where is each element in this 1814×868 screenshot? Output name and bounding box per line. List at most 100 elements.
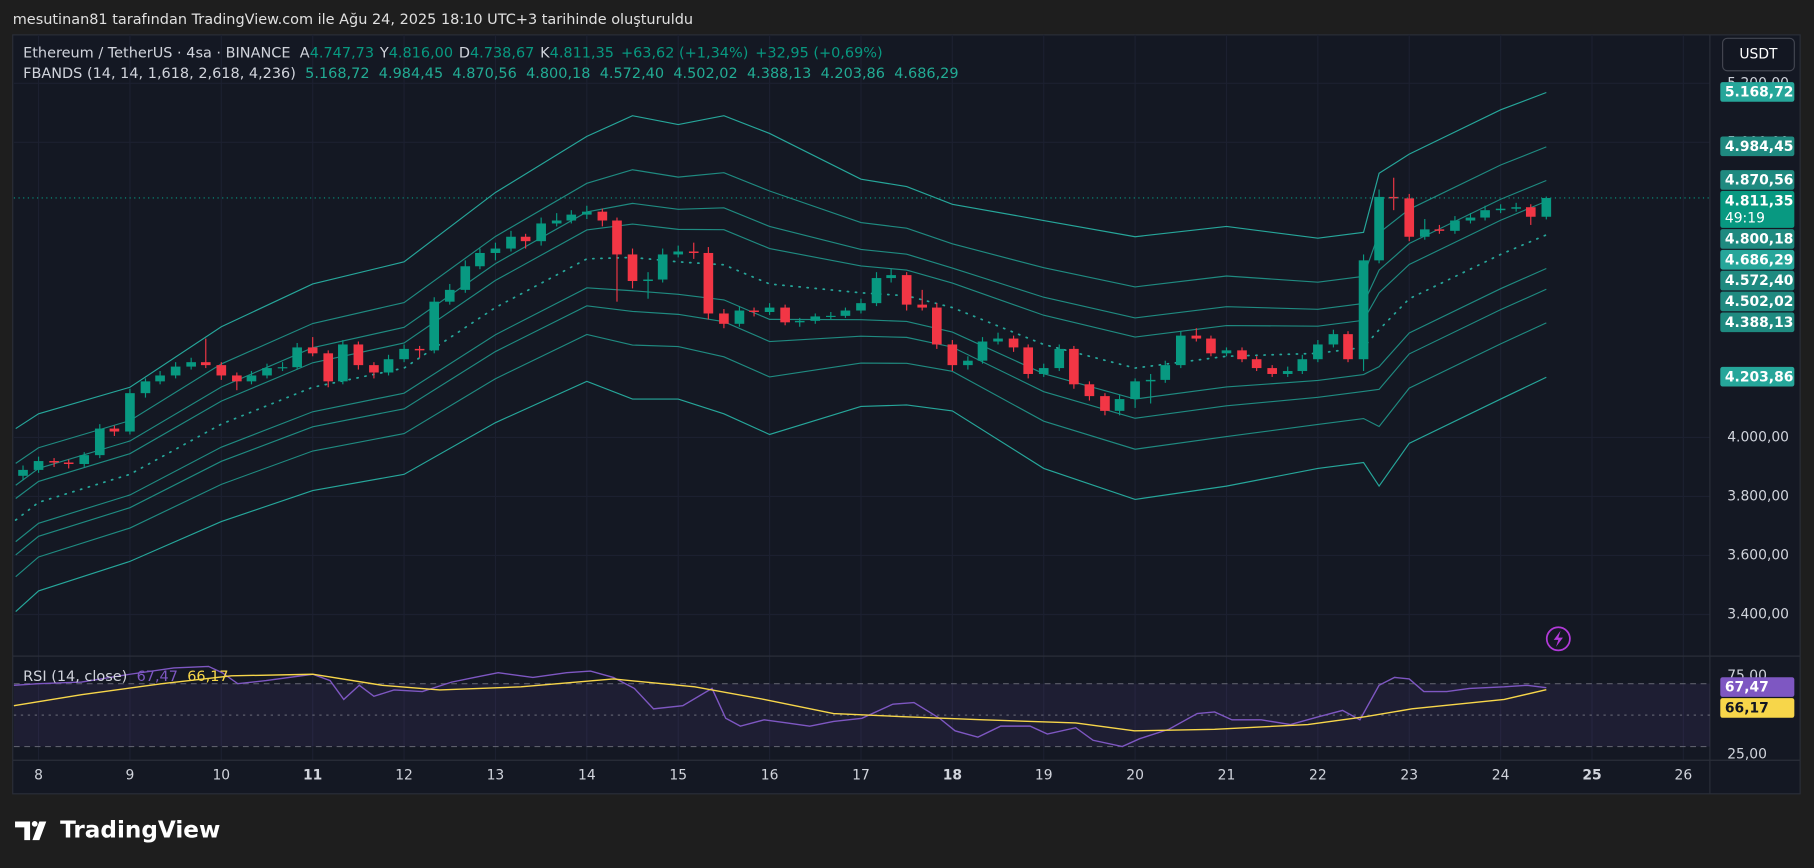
x-tick-label: 11 [303, 767, 322, 783]
currency-label[interactable]: USDT [1739, 47, 1778, 63]
ohlc-value: 4.738,67 [470, 45, 534, 61]
rsi-legend: RSI (14, close) 67,47 66,17 [23, 669, 228, 685]
price-badge [1720, 249, 1795, 270]
currency-button[interactable] [1722, 37, 1795, 72]
indicator-value: 4.388,13 [747, 66, 811, 82]
x-tick-label: 8 [34, 767, 43, 783]
candle-body [79, 455, 90, 464]
candle-body [734, 310, 745, 324]
logo-shape [32, 821, 47, 841]
x-tick-label: 21 [1218, 767, 1236, 783]
candle-body [232, 375, 242, 382]
candle-body [1114, 399, 1125, 411]
candle-body [506, 236, 516, 249]
candle-body [1008, 338, 1019, 348]
candle-body [353, 344, 364, 366]
x-tick-label: 25 [1582, 767, 1601, 783]
candle-body [1054, 348, 1065, 369]
logo-dot [31, 820, 38, 827]
candle-body [1480, 210, 1490, 218]
price-badge [1720, 312, 1795, 333]
candle-body [200, 362, 211, 366]
alert-icon[interactable] [1545, 626, 1571, 652]
symbol-legend: Ethereum / TetherUS · 4sa · BINANCE A4.74… [23, 45, 883, 61]
band-line [15, 288, 1547, 556]
candle-body [993, 338, 1003, 342]
price-badge-label: 67,47 [1725, 680, 1769, 696]
candle-body [871, 278, 882, 304]
x-tick-label: 26 [1675, 767, 1693, 783]
indicator-value: 4.800,18 [526, 66, 590, 82]
price-badge [1720, 136, 1795, 157]
ohlc-key: D [459, 45, 470, 61]
candle-body [292, 347, 302, 368]
x-tick-label: 22 [1309, 767, 1327, 783]
candle-body [582, 211, 592, 215]
candle-body [856, 303, 866, 311]
ohlc-value: 4.747,73 [310, 45, 374, 61]
candle-body [1313, 344, 1323, 360]
candle-body [551, 220, 562, 224]
candle-body [810, 316, 821, 321]
candle-body [780, 307, 790, 323]
candle-body [1525, 207, 1536, 217]
candle-body [109, 428, 120, 432]
y-tick-label: 4.000,00 [1727, 429, 1789, 445]
candle-body [1374, 196, 1384, 261]
candle-body [33, 461, 44, 470]
price-badge-label: 4.800,18 [1725, 232, 1793, 248]
candle-body [262, 368, 272, 376]
band-line [15, 376, 1547, 612]
candle-body [840, 310, 851, 316]
change-value: +63,62 (+1,34%) [621, 45, 748, 61]
change-value: +32,95 (+0,69%) [755, 45, 882, 61]
ohlc-value: 4.811,35 [550, 45, 614, 61]
candle-body [63, 462, 74, 464]
candle-body [140, 381, 151, 394]
price-badge-label: 4.984,45 [1725, 139, 1793, 155]
caption: mesutinan81 tarafından TradingView.com i… [13, 12, 693, 28]
candle-body [49, 461, 59, 463]
indicator-value: 4.984,45 [379, 66, 443, 82]
candle-body [338, 344, 348, 382]
candle-body [1251, 359, 1262, 369]
candle-body [1160, 365, 1171, 380]
candle-body [170, 366, 181, 376]
band-line [15, 322, 1547, 578]
rsi-line [13, 673, 1547, 732]
candle-body [94, 428, 105, 456]
indicator-value: 4.572,40 [600, 66, 664, 82]
price-badge [1720, 82, 1795, 102]
candle-body [1130, 381, 1140, 400]
candle-body [414, 348, 425, 351]
candle-body [1465, 217, 1476, 221]
candle-body [764, 307, 775, 313]
candle-body [1297, 359, 1308, 372]
alert-bolt [1553, 630, 1563, 647]
candle-body [917, 304, 928, 308]
logo-shape [15, 821, 31, 841]
candle-body [1495, 208, 1506, 211]
indicator-value: 4.686,29 [894, 66, 958, 82]
indicator-value: 4.203,86 [821, 66, 885, 82]
logo-icon [15, 820, 47, 841]
candle-body [186, 362, 196, 367]
price-badge-label: 4.388,13 [1725, 315, 1793, 331]
x-tick-label: 13 [487, 767, 505, 783]
candle-body [901, 275, 912, 305]
candle-body [1450, 220, 1460, 231]
candle-body [460, 266, 471, 290]
x-tick-label: 12 [395, 767, 413, 783]
indicator-legend: FBANDS (14, 14, 1,618, 2,618, 4,236) 5.16… [23, 66, 958, 82]
candle-body [323, 353, 334, 382]
candle-body [1541, 197, 1552, 217]
y-tick-label: 3.600,00 [1727, 547, 1789, 563]
candle-body [947, 344, 958, 366]
price-badge [1720, 291, 1795, 312]
logo-text: TradingView [60, 817, 220, 843]
candle-body [307, 347, 318, 354]
ohlc-value: 4.816,00 [389, 45, 453, 61]
candle-body [1100, 396, 1110, 411]
candle-body [643, 279, 653, 282]
candle-body [719, 313, 729, 324]
